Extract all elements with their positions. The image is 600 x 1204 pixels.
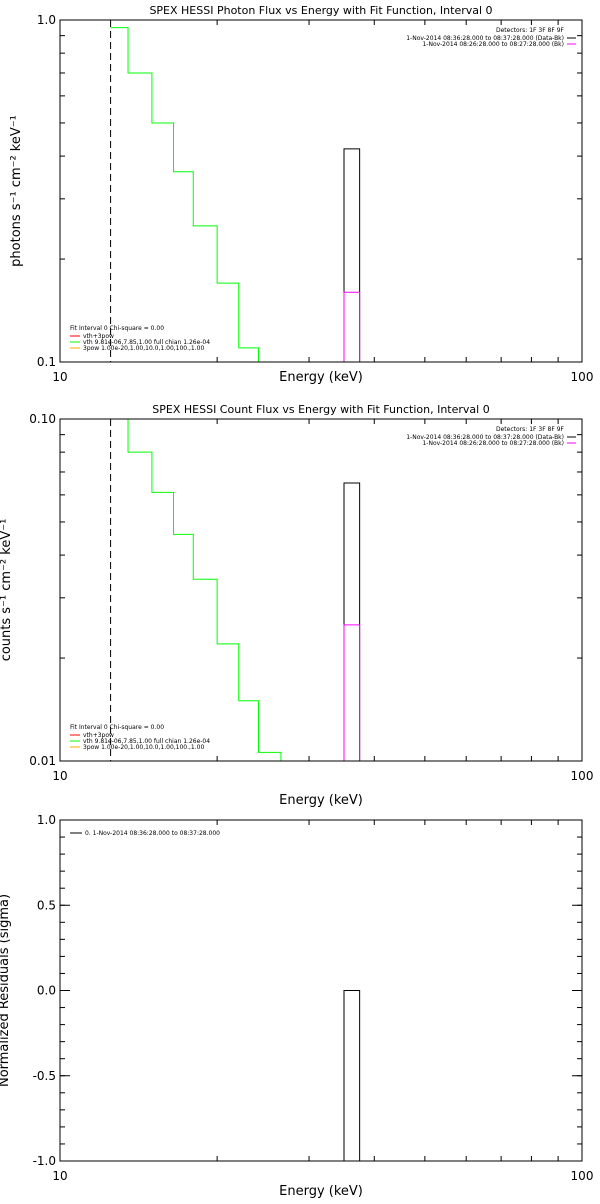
fit-label: 3pow 1.00e-20,1.00,10.0,1.00,100.,1.00: [83, 744, 204, 751]
plot-frame: [59, 418, 583, 762]
data-layer: [110, 20, 361, 362]
legend-label: 0. 1-Nov-2014 08:36:28.000 to 08:37:28.0…: [85, 830, 220, 837]
x-axis-label: Energy (keV): [279, 793, 363, 808]
y-tick-label: 0.0: [37, 984, 56, 998]
fit-label: vth 9.81e-06,7.85,1.00 full chian 1.26e-…: [83, 738, 210, 745]
chart-title: SPEX HESSI Photon Flux vs Energy with Fi…: [149, 4, 492, 17]
fit-label: vth+3pow: [83, 333, 114, 340]
chart-title: SPEX HESSI Count Flux vs Energy with Fit…: [152, 403, 489, 416]
legend-label: 1-Nov-2014 08:26:28.000 to 08:27:28.000 …: [422, 440, 564, 447]
x-tick-label: 100: [571, 769, 594, 783]
plot-1: 10 100 0.01 0.10 SPEX HESSI Count Flux vs En…: [0, 403, 593, 808]
series-0-steps: [110, 419, 302, 761]
fit-label: 3pow 1.00e-20,1.00,10.0,1.00,100.,1.00: [83, 345, 204, 352]
y-tick-label: 1.0: [37, 813, 56, 827]
x-tick-label: 10: [52, 370, 67, 384]
fit-label: vth+3pow: [83, 732, 114, 739]
y-axis-label: Normalized Residuals (sigma): [0, 894, 12, 1087]
y-tick-label: -0.5: [33, 1069, 56, 1083]
x-axis-label: Energy (keV): [279, 1184, 363, 1199]
legend: Detectors: 1F 3F 8F 9F1-Nov-2014 08:36:2…: [406, 27, 576, 48]
fit-legend: Fit Interval 0 Chi-square = 0.00vth+3pow…: [70, 724, 210, 751]
plot-frame: [59, 19, 583, 363]
y-tick-label: 0.01: [29, 754, 56, 768]
legend-header: Detectors: 1F 3F 8F 9F: [496, 426, 565, 433]
y-tick-label: 0.5: [37, 898, 56, 912]
x-tick-label: 100: [571, 370, 594, 384]
y-tick-label: 1.0: [37, 13, 56, 27]
series-1-box: [343, 482, 361, 761]
fit-header: Fit Interval 0 Chi-square = 0.00: [70, 724, 164, 731]
data-layer: [110, 419, 361, 761]
x-tick-label: 10: [52, 769, 67, 783]
fit-label: vth 9.81e-06,7.85,1.00 full chian 1.26e-…: [83, 339, 210, 346]
y-axis-label: photons s⁻¹ cm⁻² keV⁻¹: [9, 115, 24, 267]
y-tick-label: -1.0: [33, 1154, 56, 1168]
x-tick-label: 100: [571, 1169, 594, 1183]
x-tick-label: 10: [52, 1169, 67, 1183]
series-1-box: [343, 148, 361, 362]
legend-label: 1-Nov-2014 08:36:28.000 to 08:37:28.000 …: [406, 35, 564, 42]
x-axis-label: Energy (keV): [279, 370, 363, 385]
series-0-steps: [110, 27, 286, 362]
fit-header: Fit Interval 0 Chi-square = 0.00: [70, 325, 164, 332]
fit-legend: Fit Interval 0 Chi-square = 0.00vth+3pow…: [70, 325, 210, 352]
y-axis-label: counts s⁻¹ cm⁻² keV⁻¹: [0, 519, 14, 662]
data-layer: [343, 990, 361, 1161]
y-tick-label: 0.10: [29, 412, 56, 426]
legend-header: Detectors: 1F 3F 8F 9F: [496, 27, 565, 34]
legend: Detectors: 1F 3F 8F 9F1-Nov-2014 08:36:2…: [406, 426, 576, 447]
legend-label: 1-Nov-2014 08:36:28.000 to 08:37:28.000 …: [406, 434, 564, 441]
legend-label: 1-Nov-2014 08:26:28.000 to 08:27:28.000 …: [422, 41, 564, 48]
plot-frame: [59, 819, 583, 1162]
legend: 0. 1-Nov-2014 08:36:28.000 to 08:37:28.0…: [70, 830, 220, 837]
plot-2: 10 100 1.0 0.5 0.0 -0.5 -1.0 Energy (keV) Normal…: [0, 813, 593, 1199]
series-2-box: [343, 624, 361, 761]
series-2-box: [343, 291, 361, 362]
series-0-box: [343, 990, 361, 1161]
y-tick-label: 0.1: [37, 355, 56, 369]
plot-0: 10 100 0.1 1.0 SPEX HESSI Photon Flux vs Ene…: [9, 4, 593, 385]
